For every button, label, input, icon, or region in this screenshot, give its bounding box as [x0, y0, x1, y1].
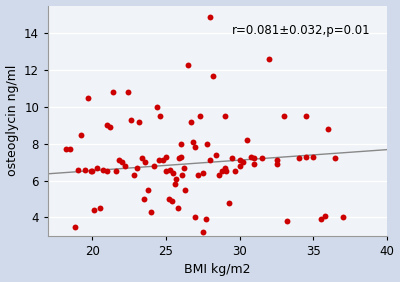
Point — [104, 123, 110, 127]
Point — [113, 169, 119, 174]
Point — [85, 95, 91, 100]
Point — [172, 182, 178, 186]
Point — [107, 125, 113, 129]
Point — [195, 173, 202, 177]
Point — [210, 73, 216, 78]
Point — [240, 160, 246, 164]
Point — [166, 197, 172, 201]
Point — [318, 217, 324, 222]
Point — [130, 173, 137, 177]
Point — [303, 114, 309, 118]
Point — [202, 217, 209, 222]
Point — [91, 208, 97, 212]
Point — [180, 166, 187, 170]
Point — [207, 158, 214, 163]
Point — [192, 215, 199, 220]
Point — [160, 158, 166, 163]
Point — [296, 156, 302, 161]
Point — [174, 206, 181, 210]
Point — [88, 169, 94, 174]
Point — [169, 199, 175, 203]
Point — [273, 158, 280, 163]
Point — [197, 114, 203, 118]
Point — [204, 142, 210, 146]
Point — [74, 167, 81, 172]
Point — [173, 177, 180, 181]
Point — [332, 156, 339, 161]
Point — [116, 158, 122, 163]
Point — [163, 154, 169, 159]
Point — [303, 154, 309, 159]
Point — [207, 14, 214, 19]
Point — [178, 142, 184, 146]
Point — [236, 164, 243, 168]
Point — [232, 169, 238, 174]
Point — [200, 230, 206, 234]
Point — [251, 156, 258, 161]
Point — [340, 215, 346, 220]
Text: r=0.081±0.032,p=0.01: r=0.081±0.032,p=0.01 — [232, 24, 371, 37]
Point — [148, 210, 154, 214]
Point — [236, 158, 243, 163]
Point — [82, 167, 88, 172]
Point — [154, 105, 160, 109]
Point — [122, 164, 128, 168]
Point — [67, 147, 74, 151]
Point — [104, 169, 110, 174]
Point — [182, 188, 188, 192]
Point — [273, 162, 280, 166]
Point — [185, 62, 191, 67]
Point — [258, 156, 265, 161]
Point — [170, 171, 176, 175]
Point — [128, 118, 134, 122]
Y-axis label: osteoglycin ng/ml: osteoglycin ng/ml — [6, 65, 18, 177]
Point — [179, 173, 186, 177]
Point — [163, 169, 169, 174]
Point — [100, 167, 106, 172]
Point — [167, 167, 174, 172]
Point — [192, 145, 199, 150]
Point — [110, 90, 116, 94]
Point — [96, 206, 103, 210]
Point — [133, 166, 140, 170]
Point — [136, 119, 143, 124]
Point — [72, 224, 78, 229]
Point — [200, 171, 206, 175]
Point — [219, 169, 225, 174]
Point — [213, 153, 219, 157]
Point — [310, 154, 316, 159]
Point — [156, 158, 162, 163]
Point — [281, 114, 287, 118]
Point — [157, 114, 163, 118]
Point — [176, 156, 182, 161]
Point — [145, 188, 152, 192]
Point — [142, 160, 148, 164]
Point — [322, 213, 328, 218]
Point — [178, 154, 184, 159]
Point — [139, 156, 146, 161]
Point — [222, 166, 228, 170]
Point — [229, 156, 236, 161]
Point — [251, 162, 258, 166]
Point — [94, 166, 100, 170]
Point — [325, 127, 331, 131]
Point — [244, 138, 250, 142]
Point — [222, 114, 228, 118]
Point — [248, 154, 255, 159]
Point — [284, 219, 290, 223]
Point — [223, 169, 230, 174]
Point — [77, 132, 84, 137]
Point — [189, 140, 196, 144]
Point — [226, 201, 232, 205]
Point — [141, 197, 147, 201]
Point — [151, 164, 158, 168]
Point — [63, 147, 69, 151]
Point — [124, 90, 131, 94]
Point — [89, 169, 96, 174]
Point — [266, 57, 272, 61]
Point — [188, 119, 194, 124]
Point — [119, 160, 125, 164]
X-axis label: BMI kg/m2: BMI kg/m2 — [184, 263, 251, 276]
Point — [216, 173, 222, 177]
